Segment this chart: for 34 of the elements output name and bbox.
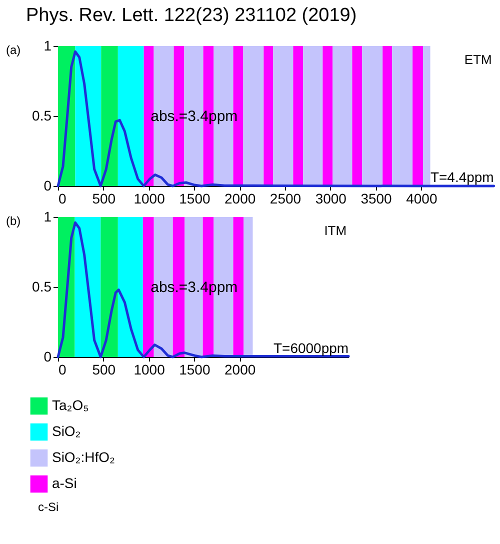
annotation: ITM xyxy=(324,223,347,238)
x-tick-label: 0 xyxy=(58,362,66,378)
annotation: ETM xyxy=(464,52,492,67)
x-tick-label: 500 xyxy=(92,190,116,206)
chart-title: Phys. Rev. Lett. 122(23) 231102 (2019) xyxy=(26,5,357,26)
x-tick-label: 2000 xyxy=(224,190,256,206)
legend-label: SiO₂:HfO₂ xyxy=(52,448,115,465)
legend-label: a-Si xyxy=(52,474,77,491)
legend-label: SiO₂ xyxy=(52,422,81,439)
x-tick-label: 1500 xyxy=(179,190,210,206)
line-series xyxy=(56,221,350,358)
text: c-Si xyxy=(38,500,59,514)
y-tick-label: 0 xyxy=(44,178,52,194)
legend-label: Ta₂O₅ xyxy=(52,397,89,413)
y-tick-label: 1 xyxy=(44,208,52,225)
x-tick-label: 1500 xyxy=(179,362,210,378)
text: (a) xyxy=(6,43,21,57)
x-tick-label: 2500 xyxy=(270,190,302,206)
x-tick-label: 0 xyxy=(58,190,66,206)
annotation: T=4.4ppm xyxy=(430,169,494,185)
y-tick-label: 1 xyxy=(44,38,52,54)
y-tick-label: 0 xyxy=(44,348,52,364)
x-tick-label: 3500 xyxy=(360,190,392,206)
x-tick-label: 4000 xyxy=(406,190,438,206)
x-tick-label: 3000 xyxy=(315,190,347,206)
annotation: T=6000ppm xyxy=(274,340,349,356)
text: (b) xyxy=(6,214,21,228)
y-tick-label: 0.5 xyxy=(32,108,52,124)
x-tick-label: 1000 xyxy=(134,362,166,378)
line-series xyxy=(56,50,496,188)
x-tick-label: 1000 xyxy=(134,190,166,206)
x-tick-label: 2000 xyxy=(224,362,256,378)
x-tick-label: 500 xyxy=(92,362,116,378)
y-tick-label: 0.5 xyxy=(32,278,52,295)
